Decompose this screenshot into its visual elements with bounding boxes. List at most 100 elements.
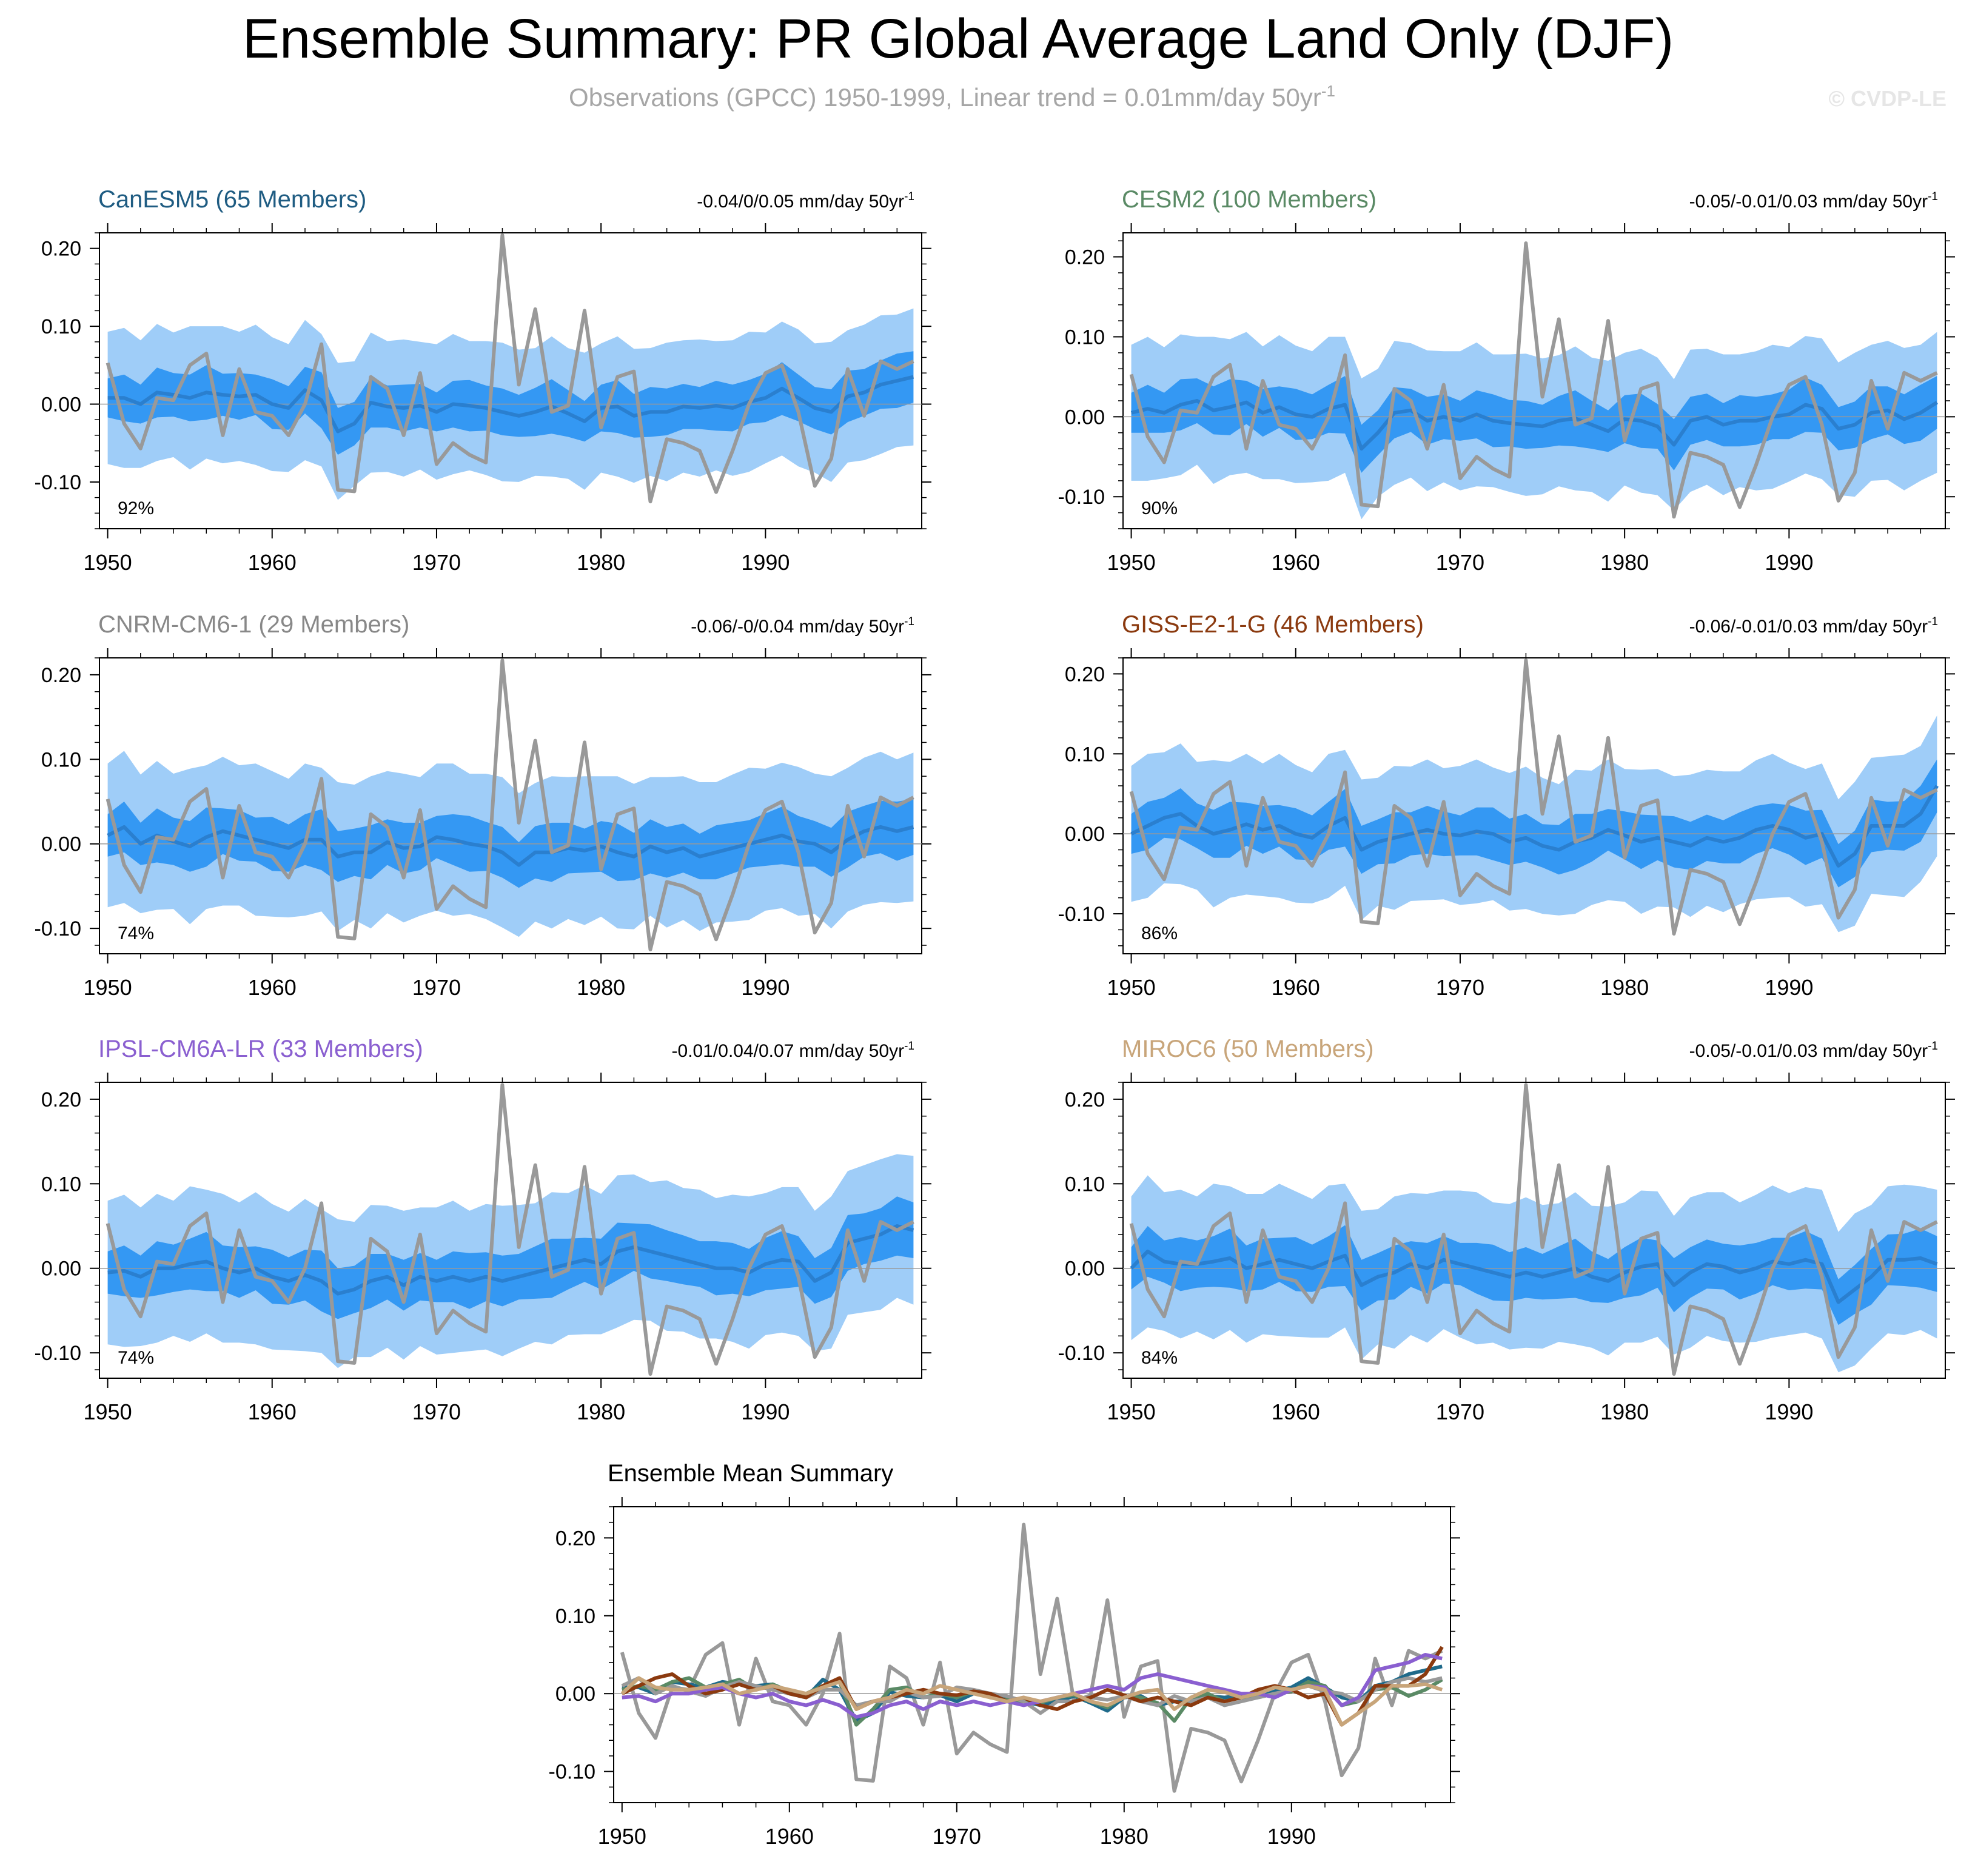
y-tick-label: -0.10 — [35, 1342, 82, 1365]
trend-label-text: -0.05/-0.01/0.03 mm/day 50yr — [1689, 192, 1928, 212]
y-tick-label: 0.10 — [41, 1173, 81, 1196]
x-tick-label: 1990 — [1267, 1824, 1316, 1849]
panel-miroc6: MIROC6 (50 Members) -0.05/-0.01/0.03 mm/d… — [1058, 1036, 1955, 1424]
panel-title: IPSL-CM6A-LR (33 Members) — [98, 1036, 423, 1062]
observations-line — [106, 233, 914, 504]
ensemble-mean-line — [1130, 399, 1939, 451]
x-tick-label: 1970 — [933, 1824, 981, 1849]
y-tick-label: 0.20 — [1065, 246, 1105, 269]
x-tick-label: 1980 — [1600, 1399, 1649, 1424]
x-tick-label: 1970 — [1436, 1399, 1484, 1424]
ensemble-mean-line — [107, 375, 914, 434]
panel-cesm2: CESM2 (100 Members) -0.05/-0.01/0.03 mm/d… — [1058, 186, 1955, 575]
observations-line — [1129, 658, 1938, 936]
x-tick-label: 1990 — [1765, 975, 1813, 1000]
trend-label-text: -0.06/-0.01/0.03 mm/day 50yr — [1689, 617, 1928, 637]
x-tick-label: 1990 — [741, 550, 790, 575]
y-tick-label: 0.00 — [41, 394, 81, 417]
y-tick-label: 0.10 — [1065, 743, 1105, 766]
trend-label: -0.05/-0.01/0.03 mm/day 50yr-1 — [1689, 190, 1938, 212]
ensemble-iqr-band — [1131, 759, 1937, 888]
x-tick-label: 1960 — [248, 550, 297, 575]
x-tick-label: 1950 — [84, 975, 132, 1000]
y-tick-label: 0.20 — [1065, 1088, 1105, 1111]
x-tick-label: 1980 — [1600, 550, 1649, 575]
series-line-miroc6 — [620, 1676, 1443, 1727]
y-tick-label: 0.00 — [41, 1258, 81, 1281]
percent-label: 86% — [1141, 923, 1178, 943]
panel-title: CanESM5 (65 Members) — [98, 186, 366, 213]
x-tick-label: 1970 — [412, 550, 461, 575]
y-tick-label: 0.20 — [41, 238, 81, 261]
panel-giss: GISS-E2-1-G (46 Members) -0.06/-0.01/0.03… — [1058, 611, 1955, 1000]
panel-title: MIROC6 (50 Members) — [1122, 1036, 1374, 1062]
x-tick-label: 1960 — [1272, 975, 1320, 1000]
y-tick-label: 0.20 — [555, 1527, 595, 1550]
y-tick-label: 0.10 — [1065, 1173, 1105, 1196]
plot-area — [99, 658, 922, 951]
trend-label-text: -0.06/-0/0.04 mm/day 50yr — [691, 617, 904, 637]
y-tick-label: 0.00 — [41, 833, 81, 856]
observations-line — [1129, 1083, 1938, 1376]
x-tick-label: 1980 — [577, 975, 625, 1000]
panel-cnrm: CNRM-CM6-1 (29 Members) -0.06/-0/0.04 mm/… — [35, 611, 931, 1000]
y-tick-label: -0.10 — [35, 917, 82, 940]
ensemble-mean-line — [107, 825, 914, 867]
y-tick-label: 0.20 — [41, 1088, 81, 1111]
trend-label: -0.05/-0.01/0.03 mm/day 50yr-1 — [1689, 1040, 1938, 1061]
y-tick-label: 0.20 — [1065, 663, 1105, 686]
y-tick-label: -0.10 — [35, 471, 82, 494]
plot-area — [99, 1083, 922, 1376]
trend-label: -0.04/0/0.05 mm/day 50yr-1 — [697, 190, 914, 212]
y-tick-label: 0.10 — [1065, 326, 1105, 349]
trend-label-text: -0.04/0/0.05 mm/day 50yr — [697, 192, 904, 212]
x-tick-label: 1960 — [1272, 1399, 1320, 1424]
x-tick-label: 1950 — [1107, 975, 1156, 1000]
ensemble-mean-line — [1130, 1249, 1938, 1304]
x-tick-label: 1970 — [412, 1399, 461, 1424]
trend-label: -0.01/0.04/0.07 mm/day 50yr-1 — [672, 1040, 914, 1061]
x-tick-label: 1950 — [1107, 1399, 1156, 1424]
watermark: © CVDP-LE — [1828, 86, 1946, 111]
x-tick-label: 1980 — [1600, 975, 1649, 1000]
plot-area — [1123, 1083, 1945, 1376]
y-tick-label: 0.10 — [41, 315, 81, 338]
y-tick-label: 0.10 — [41, 748, 81, 771]
y-tick-label: -0.10 — [1058, 486, 1105, 509]
y-tick-label: -0.10 — [1058, 1342, 1105, 1365]
x-tick-label: 1990 — [1765, 1399, 1813, 1424]
percent-label: 90% — [1141, 498, 1178, 518]
figure-subtitle: Observations (GPCC) 1950-1999, Linear tr… — [569, 82, 1335, 112]
y-tick-label: 0.20 — [41, 664, 81, 687]
panel-ipsl: IPSL-CM6A-LR (33 Members) -0.01/0.04/0.07… — [35, 1036, 931, 1424]
ensemble-mean-line — [1130, 785, 1939, 868]
y-tick-label: -0.10 — [1058, 903, 1105, 926]
plot-area — [614, 1523, 1450, 1793]
percent-label: 74% — [118, 1348, 154, 1368]
panel-summary: Ensemble Mean Summary 0.20 0.10 0.00 -0.10 19… — [549, 1460, 1460, 1849]
panel-title: CNRM-CM6-1 (29 Members) — [98, 611, 409, 638]
percent-label: 92% — [118, 498, 154, 518]
series-line-observations — [620, 1523, 1443, 1793]
percent-label: 74% — [118, 923, 154, 943]
x-tick-label: 1950 — [84, 550, 132, 575]
trend-label-superscript: -1 — [904, 1040, 914, 1053]
trend-label-text: -0.05/-0.01/0.03 mm/day 50yr — [1689, 1041, 1928, 1061]
ensemble-iqr-band — [107, 351, 914, 455]
x-tick-label: 1980 — [577, 550, 625, 575]
observations-line — [106, 1083, 914, 1376]
panel-title: GISS-E2-1-G (46 Members) — [1122, 611, 1424, 638]
trend-label-superscript: -1 — [1928, 615, 1938, 628]
x-tick-label: 1980 — [1100, 1824, 1148, 1849]
y-tick-label: 0.00 — [555, 1683, 595, 1706]
y-tick-label: 0.00 — [1065, 1258, 1105, 1281]
plot-area — [1123, 658, 1945, 936]
x-tick-label: 1960 — [765, 1824, 814, 1849]
ensemble-iqr-band — [107, 1196, 914, 1319]
panel-title: Ensemble Mean Summary — [608, 1460, 893, 1487]
plot-area — [99, 233, 922, 504]
figure-title: Ensemble Summary: PR Global Average Land… — [243, 8, 1674, 70]
x-tick-label: 1990 — [741, 1399, 790, 1424]
x-tick-label: 1970 — [1436, 975, 1484, 1000]
